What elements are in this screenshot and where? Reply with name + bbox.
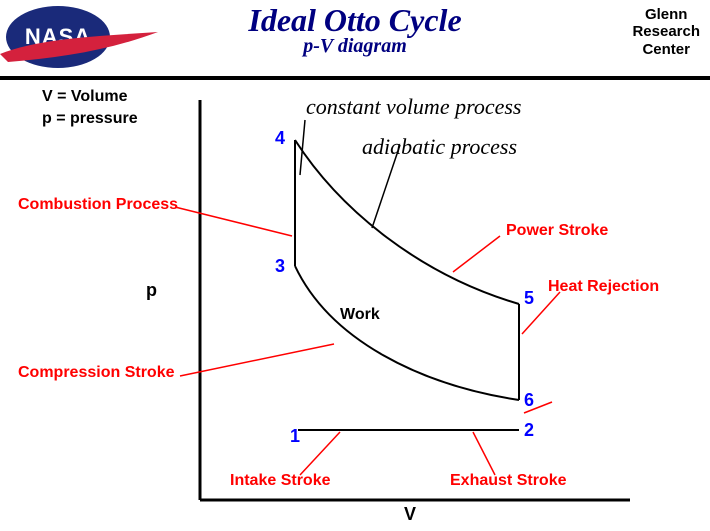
org-block: Glenn Research Center [632,6,700,58]
point-2: 2 [524,420,534,441]
org-line1: Glenn [632,6,700,23]
point-4: 4 [275,128,285,149]
label-combustion: Combustion Process [18,196,178,214]
label-compression: Compression Stroke [18,364,174,382]
org-line2: Research [632,23,700,40]
org-line3: Center [632,41,700,58]
title-sub: p-V diagram [180,35,530,58]
point-6: 6 [524,390,534,411]
nasa-logo: NASA [6,6,110,68]
label-exhaust: Exhaust Stroke [450,472,566,490]
label-cv-process: constant volume process [306,94,521,120]
header: NASA Ideal Otto Cycle p-V diagram Glenn … [0,0,710,74]
callout-intake-line [300,432,340,475]
curve-3-6 [295,266,519,400]
title-main: Ideal Otto Cycle [180,2,530,39]
callout-power-line [453,236,500,272]
point-5: 5 [524,288,534,309]
label-intake: Intake Stroke [230,472,330,490]
point-3: 3 [275,256,285,277]
label-power: Power Stroke [506,222,608,240]
nasa-logo-text: NASA [25,24,91,50]
title-block: Ideal Otto Cycle p-V diagram [180,2,530,58]
diagram-area: V = Volume p = pressure p V [0,80,710,531]
point-1: 1 [290,426,300,447]
callout-combustion-line [175,207,292,236]
label-heat: Heat Rejection [548,278,659,296]
callout-exhaust-line [473,432,495,475]
callout-compression-line [180,344,334,376]
curve-4-5 [295,140,519,304]
label-adiabatic: adiabatic process [362,134,517,160]
label-work: Work [340,306,380,324]
page: NASA Ideal Otto Cycle p-V diagram Glenn … [0,0,710,531]
